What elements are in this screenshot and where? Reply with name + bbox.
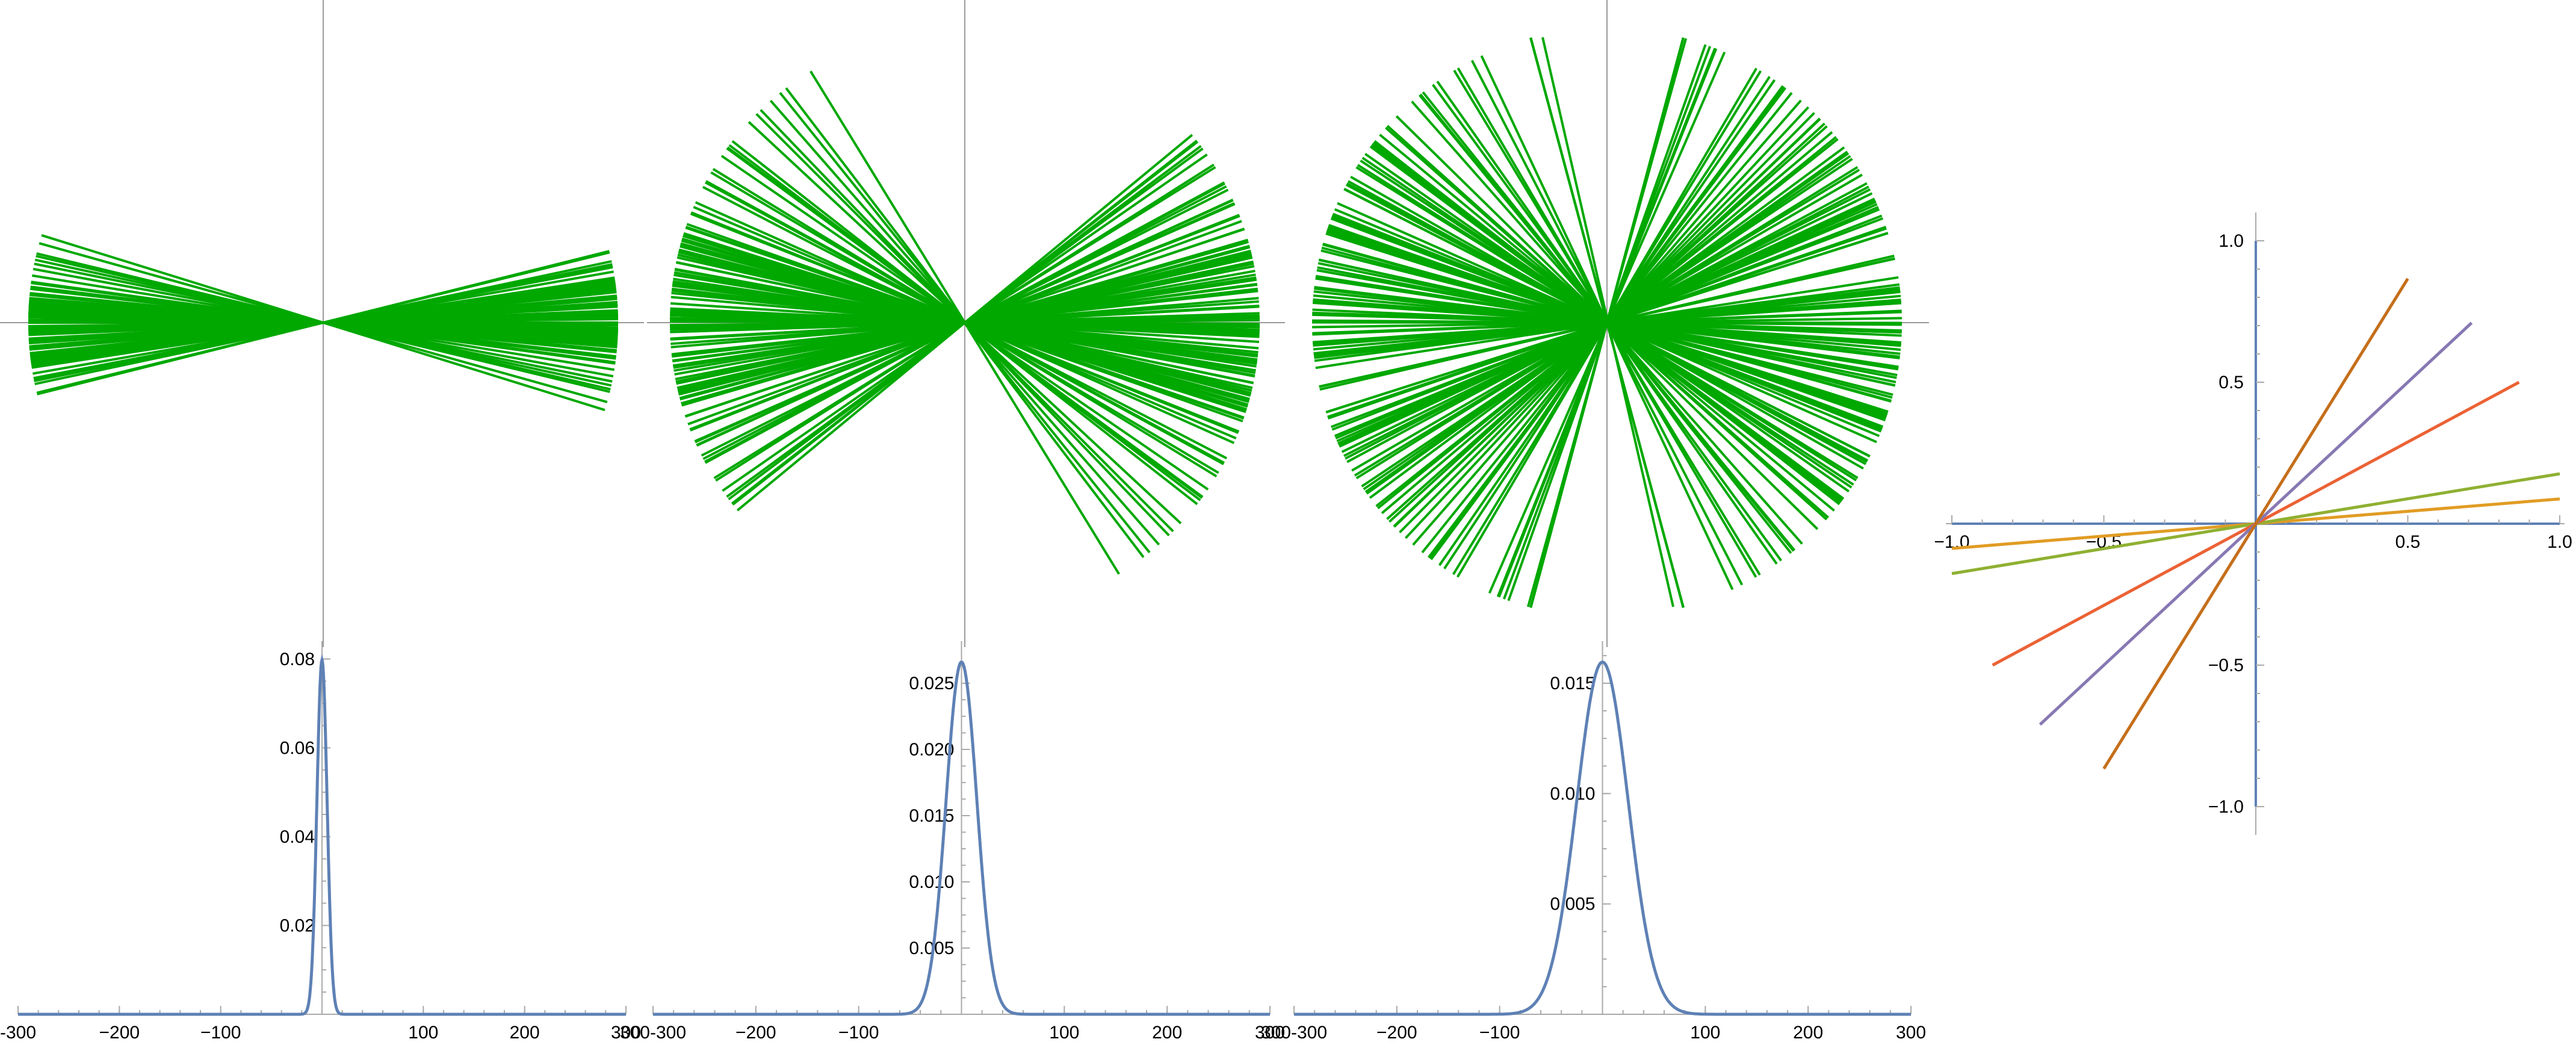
x-tick-label: 100 bbox=[1690, 1023, 1720, 1043]
lines-through-origin-plot: −1.0 −0.5 0.5 1.01.00.5−0.5−1.0 bbox=[1934, 212, 2572, 835]
x-tick-label: −100 bbox=[838, 1023, 879, 1043]
x-tick-label: 100 bbox=[408, 1023, 438, 1043]
x-tick-label: 200 bbox=[1793, 1023, 1823, 1043]
fan-line bbox=[1541, 37, 1674, 607]
density-curve bbox=[1294, 660, 1911, 1016]
x-tick-label: -300 bbox=[0, 1023, 36, 1043]
x-tick-label: −100 bbox=[1479, 1023, 1520, 1043]
fan-plot-1 bbox=[0, 0, 644, 647]
x-tick-label: 200 bbox=[510, 1023, 540, 1043]
y-tick-label: 0.5 bbox=[2218, 373, 2244, 392]
fan-plot-2 bbox=[647, 0, 1285, 647]
x-tick-label: 100 bbox=[1049, 1023, 1079, 1043]
x-tick-label: 1.0 bbox=[2547, 532, 2572, 552]
y-tick-label: 0.010 bbox=[1550, 784, 1595, 804]
y-tick-label: 0.06 bbox=[280, 738, 315, 758]
x-tick-label: 300-300 bbox=[620, 1023, 686, 1043]
x-tick-label: −1.0 bbox=[1934, 532, 1969, 552]
density-curve bbox=[653, 660, 1270, 1016]
x-tick-label: 300 bbox=[611, 1023, 641, 1043]
y-tick-label: −1.0 bbox=[2208, 797, 2244, 817]
y-tick-label: 0.010 bbox=[909, 872, 954, 892]
x-tick-label: 200 bbox=[1152, 1023, 1182, 1043]
density-curve bbox=[18, 654, 626, 1016]
x-tick-label: −200 bbox=[1376, 1023, 1417, 1043]
x-tick-label: −100 bbox=[200, 1023, 241, 1043]
series-line-5 bbox=[2102, 278, 2409, 770]
fan-plot-3 bbox=[1311, 0, 1929, 647]
x-tick-label: 300 bbox=[1896, 1023, 1926, 1043]
x-tick-label: 300-300 bbox=[1261, 1023, 1327, 1043]
y-tick-label: 0.015 bbox=[909, 806, 954, 826]
y-tick-label: 0.08 bbox=[280, 650, 315, 669]
density-plot-1: -300 −200 −100 100 200 300 0.02 0.04 0.06 0.08 bbox=[0, 641, 641, 1043]
y-tick-label: 0.020 bbox=[909, 740, 954, 760]
y-tick-label: 0.015 bbox=[1550, 674, 1595, 693]
fan-line bbox=[679, 246, 1251, 400]
x-tick-label: 300 bbox=[1255, 1023, 1285, 1043]
density-plot-2: 300-300 −200 −100 100 200 3000.0050.0100.0150… bbox=[620, 641, 1285, 1043]
x-tick-label: −200 bbox=[735, 1023, 776, 1043]
x-tick-label: −200 bbox=[99, 1023, 140, 1043]
y-tick-label: 0.005 bbox=[1550, 895, 1595, 914]
y-tick-label: 0.04 bbox=[280, 827, 315, 847]
y-tick-label: 0.025 bbox=[909, 674, 954, 693]
x-tick-label: 0.5 bbox=[2395, 532, 2421, 552]
y-tick-label: −0.5 bbox=[2208, 656, 2244, 675]
y-tick-label: 1.0 bbox=[2218, 231, 2244, 251]
y-tick-label: 0.02 bbox=[280, 916, 315, 935]
fan-line bbox=[34, 263, 613, 382]
density-plot-3: 300-300 −200 −100 100 200 300 0.005 0.010 0.015 bbox=[1261, 641, 1926, 1043]
